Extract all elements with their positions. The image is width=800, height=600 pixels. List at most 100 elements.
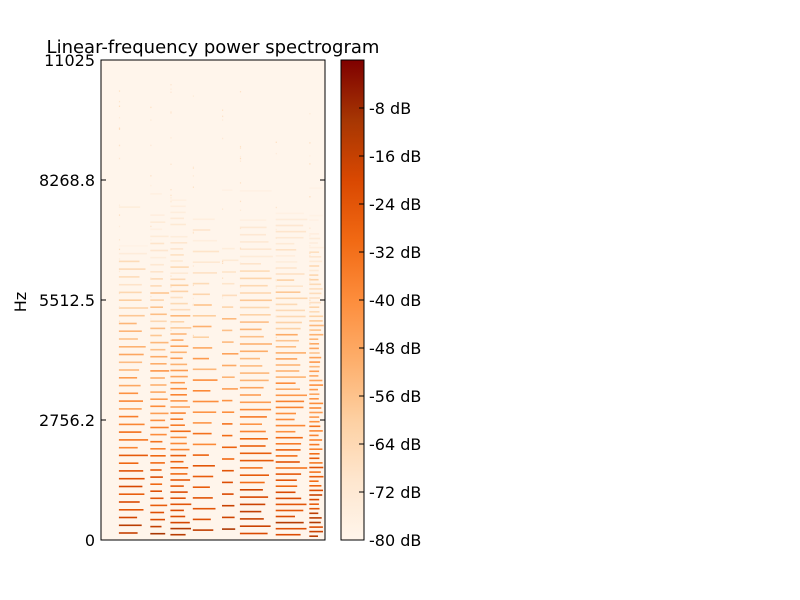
- spectral-speck: [239, 209, 242, 211]
- spectral-band: [309, 333, 324, 336]
- spectral-band: [309, 306, 320, 308]
- colorbar-tick-label: -16 dB: [369, 147, 421, 166]
- spectral-band: [239, 255, 273, 258]
- spectral-band: [118, 501, 140, 503]
- spectral-band: [170, 308, 191, 311]
- spectral-band: [309, 512, 319, 515]
- spectral-band: [222, 376, 235, 378]
- spectral-speck: [170, 84, 172, 86]
- spectral-band: [275, 279, 295, 281]
- spectral-band: [309, 187, 323, 189]
- spectral-band: [170, 460, 184, 463]
- spectral-band: [222, 353, 239, 355]
- chart-title: Linear-frequency power spectrogram: [47, 37, 380, 58]
- spectral-speck: [170, 163, 172, 165]
- spectral-band: [275, 303, 298, 306]
- spectral-speck: [239, 200, 242, 203]
- spectral-band: [275, 491, 296, 494]
- spectral-speck: [275, 267, 277, 270]
- spectral-band: [275, 346, 297, 348]
- spectral-speck: [239, 227, 242, 230]
- spectral-band: [118, 353, 144, 356]
- spectral-band: [222, 516, 235, 519]
- spectral-band: [239, 452, 272, 455]
- spectral-band: [309, 356, 322, 359]
- spectral-band: [170, 521, 190, 524]
- spectral-band: [275, 503, 307, 506]
- spectral-band: [275, 509, 304, 512]
- spectral-speck: [309, 255, 311, 257]
- spectral-band: [170, 430, 191, 433]
- spectral-band: [239, 518, 264, 520]
- spectral-band: [309, 530, 323, 533]
- spectral-band: [222, 306, 234, 308]
- spectral-band: [275, 400, 305, 403]
- spectral-speck: [170, 88, 172, 90]
- spectral-band: [170, 412, 186, 414]
- spectral-speck: [150, 295, 152, 298]
- spectral-band: [275, 467, 308, 469]
- spectral-band: [309, 535, 318, 537]
- spectral-speck: [239, 157, 242, 160]
- spectral-band: [309, 278, 319, 281]
- spectral-band: [309, 494, 323, 496]
- spectral-band: [192, 422, 212, 424]
- spectral-band: [275, 261, 298, 263]
- spectral-speck: [150, 225, 152, 228]
- spectral-band: [118, 400, 143, 402]
- spectral-band: [170, 284, 189, 287]
- spectral-band: [309, 526, 323, 528]
- spectral-band: [275, 376, 306, 378]
- y-axis-label: Hz: [11, 292, 30, 312]
- spectral-band: [118, 206, 141, 208]
- spectral-speck: [150, 144, 152, 147]
- spectral-speck: [170, 91, 172, 93]
- colorbar-tick-label: -48 dB: [369, 339, 421, 358]
- spectral-band: [309, 485, 322, 487]
- spectral-band: [239, 314, 271, 316]
- spectral-band: [222, 493, 234, 495]
- spectral-band: [239, 299, 272, 302]
- spectral-speck: [222, 277, 224, 279]
- spectral-speck: [118, 270, 121, 273]
- spectral-band: [275, 527, 307, 530]
- spectral-band: [275, 406, 304, 409]
- spectral-band: [309, 402, 324, 405]
- spectral-band: [192, 239, 217, 242]
- spectral-band: [309, 246, 324, 249]
- spectral-band: [309, 434, 319, 437]
- spectral-band: [170, 248, 184, 250]
- spectral-band: [222, 528, 236, 530]
- spectral-band: [170, 381, 185, 384]
- spectral-band: [192, 465, 215, 467]
- spectral-band: [309, 480, 319, 482]
- spectral-band: [239, 241, 269, 243]
- spectral-speck: [239, 160, 242, 162]
- spectral-band: [239, 386, 264, 389]
- spectral-speck: [275, 152, 277, 155]
- spectral-band: [275, 364, 301, 366]
- spectral-band: [192, 507, 216, 510]
- spectral-band: [170, 406, 190, 408]
- spectral-speck: [170, 275, 172, 277]
- spectral-band: [150, 334, 162, 337]
- spectral-band: [309, 311, 320, 313]
- spectral-band: [150, 455, 166, 457]
- spectral-band: [118, 346, 146, 348]
- spectral-band: [150, 490, 162, 492]
- spectral-band: [309, 416, 320, 418]
- spectral-speck: [118, 105, 121, 107]
- spectral-speck: [170, 283, 172, 286]
- spectral-band: [170, 260, 183, 262]
- spectral-band: [239, 525, 271, 527]
- spectral-band: [309, 384, 324, 386]
- y-tick-label: 0: [85, 531, 95, 550]
- spectral-speck: [222, 297, 224, 299]
- spectral-speck: [118, 306, 121, 308]
- spectral-band: [239, 408, 272, 411]
- spectral-band: [118, 392, 139, 395]
- spectral-band: [150, 391, 166, 393]
- spectral-speck: [118, 248, 121, 251]
- spectral-band: [275, 273, 305, 275]
- spectral-band: [239, 248, 272, 250]
